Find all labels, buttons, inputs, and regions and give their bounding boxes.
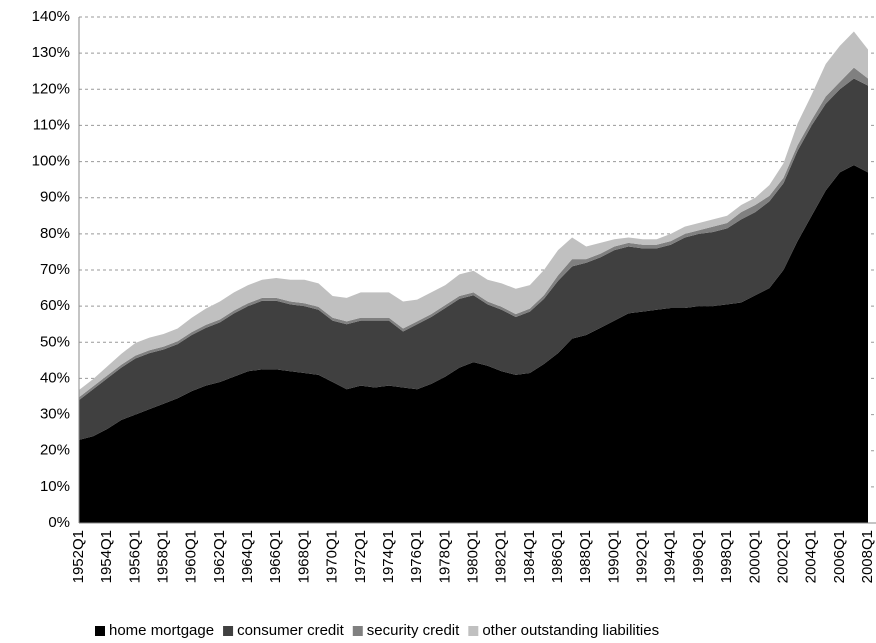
- y-tick-label: 110%: [33, 116, 70, 133]
- x-tick-label: 1966Q1: [267, 530, 284, 583]
- x-tick-label: 1958Q1: [155, 530, 172, 583]
- x-tick-label: 1962Q1: [211, 530, 228, 583]
- x-tick-label: 1996Q1: [690, 530, 707, 583]
- y-tick-label: 50%: [40, 333, 70, 350]
- y-tick-label: 140%: [32, 8, 70, 25]
- legend-swatch: [95, 626, 105, 636]
- x-tick-label: 1982Q1: [493, 530, 510, 583]
- x-tick-label: 1974Q1: [380, 530, 397, 583]
- x-tick-label: 1954Q1: [98, 530, 115, 583]
- legend-swatch: [223, 626, 234, 636]
- legend-label: consumer credit: [237, 622, 345, 639]
- x-tick-label: 2006Q1: [831, 530, 848, 583]
- x-tick-label: 1972Q1: [352, 530, 369, 583]
- x-tick-label: 1990Q1: [605, 530, 622, 583]
- y-tick-label: 100%: [32, 153, 70, 170]
- y-tick-label: 40%: [40, 369, 70, 386]
- x-tick-label: 1986Q1: [549, 530, 566, 583]
- x-tick-label: 1970Q1: [324, 530, 341, 583]
- legend-swatch: [352, 626, 363, 636]
- x-tick-label: 1956Q1: [126, 530, 143, 583]
- x-tick-label: 1994Q1: [662, 530, 679, 583]
- y-tick-label: 10%: [40, 478, 70, 495]
- x-tick-label: 2004Q1: [803, 530, 820, 583]
- y-tick-label: 90%: [40, 189, 70, 206]
- legend-label: security credit: [367, 622, 460, 639]
- legend-label: other outstanding liabilities: [482, 622, 659, 639]
- area: [79, 78, 868, 440]
- x-tick-label: 1978Q1: [436, 530, 453, 583]
- legend-swatch: [468, 626, 479, 636]
- y-tick-label: 130%: [32, 44, 70, 61]
- y-tick-label: 70%: [40, 261, 70, 278]
- x-tick-label: 1984Q1: [521, 530, 538, 583]
- y-tick-label: 0%: [48, 514, 70, 531]
- x-tick-label: 1992Q1: [634, 530, 651, 583]
- x-tick-label: 1980Q1: [464, 530, 481, 583]
- x-tick-label: 2000Q1: [746, 530, 763, 583]
- x-tick-label: 1998Q1: [718, 530, 735, 583]
- x-tick-label: 1964Q1: [239, 530, 256, 583]
- x-tick-label: 1988Q1: [577, 530, 594, 583]
- y-tick-label: 60%: [40, 297, 70, 314]
- x-tick-label: 2008Q1: [859, 530, 876, 583]
- y-tick-label: 120%: [32, 80, 70, 97]
- legend: home mortgage consumer credit security cre…: [95, 622, 659, 639]
- x-tick-label: 1960Q1: [183, 530, 200, 583]
- x-tick-label: 1968Q1: [295, 530, 312, 583]
- y-tick-label: 30%: [40, 406, 70, 423]
- x-tick-label: 2002Q1: [774, 530, 791, 583]
- legend-label: home mortgage: [109, 622, 214, 639]
- area: [79, 165, 868, 523]
- x-tick-label: 1952Q1: [70, 530, 87, 583]
- y-tick-label: 20%: [40, 442, 70, 459]
- x-tick-label: 1976Q1: [408, 530, 425, 583]
- y-tick-label: 80%: [40, 225, 70, 242]
